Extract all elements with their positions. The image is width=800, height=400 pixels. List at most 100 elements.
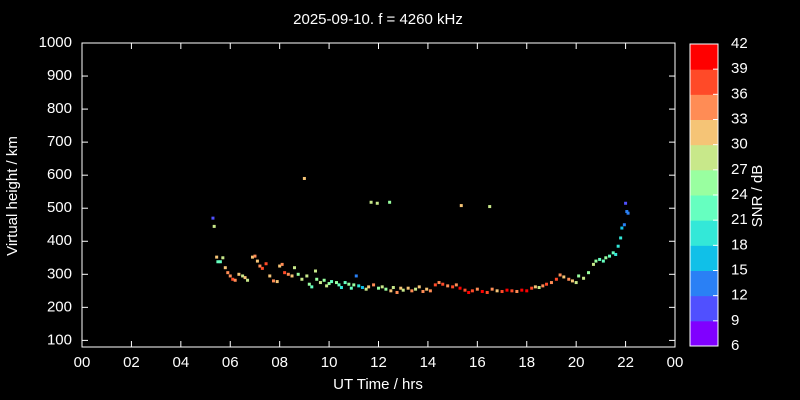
scatter-point [233,278,237,282]
colorbar-tick-label: 36 [731,85,748,102]
x-tick-label: 04 [172,354,189,371]
colorbar-bin [690,119,718,146]
x-tick-label: 08 [271,354,288,371]
scatter-point [611,251,615,255]
scatter-point [587,271,591,275]
scatter-point [562,275,566,279]
scatter-point [577,274,581,278]
scatter-point [395,290,399,294]
scatter-point [391,286,395,290]
scatter-point [446,284,450,288]
plot-frame [81,42,676,348]
scatter-point [369,200,373,204]
x-tick-label: 20 [568,354,585,371]
scatter-point [215,255,219,259]
colorbar-label: SNR / dB [749,165,766,228]
scatter-point [570,279,574,283]
scatter-point [574,281,578,285]
y-axis-label: Virtual height / km [4,136,21,256]
scatter-point [290,274,294,278]
scatter-point [399,286,403,290]
scatter-point [451,285,455,289]
colorbar-bin [690,94,718,120]
colorbar-tick-label: 6 [731,337,739,354]
x-tick-label: 02 [123,354,140,371]
scatter-point [533,285,537,289]
y-tick-label: 100 [47,331,72,348]
scatter-point [541,284,545,288]
scatter-point [226,271,230,275]
scatter-point [467,290,471,294]
colorbar-bin [690,144,718,171]
scatter-point [537,286,541,290]
scatter-point [349,286,353,290]
scatter-point [410,289,414,293]
scatter-point [425,287,429,291]
x-tick-label: 18 [518,354,535,371]
colorbar-tick-label: 18 [731,236,748,253]
scatter-point [327,282,331,286]
scatter-point [305,274,309,278]
scatter-point [608,254,612,258]
colorbar-tick-label: 39 [731,60,748,77]
colorbar-bin [690,220,718,246]
y-tick-label: 800 [47,100,72,117]
scatter-point [260,266,264,270]
scatter-point [307,282,311,286]
scatter-point [264,262,268,266]
colorbar-tick-label: 33 [731,110,748,127]
scatter-point [567,277,571,281]
scatter-point [296,272,300,276]
scatter-point [337,283,341,287]
scatter-point [554,277,558,281]
scatter-point [228,274,232,278]
scatter-point [250,255,254,259]
scatter-point [241,274,245,278]
scatter-point [286,272,290,276]
scatter-point [221,256,225,260]
scatter-point [622,223,626,227]
scatter-point [330,280,334,284]
y-tick-label: 200 [47,298,72,315]
scatter-point [428,289,432,293]
scatter-point [315,277,319,281]
scatter-point [292,266,296,270]
scatter-point [354,274,358,278]
y-tick-label: 500 [47,199,72,216]
scatter-point [495,289,499,293]
x-tick-label: 12 [370,354,387,371]
scatter-point [620,226,624,230]
scatter-point [458,286,462,290]
scatter-point [500,289,504,293]
y-tick-label: 900 [47,67,72,84]
scatter-point [223,266,227,270]
scatter-point [510,289,514,293]
scatter-point [280,262,284,266]
scatter-point [558,273,562,277]
colorbar-bin [690,270,718,297]
scatter-point [530,286,534,290]
colorbar-bin [690,69,718,95]
colorbar-tick-label: 27 [731,161,748,178]
colorbar-tick-label: 42 [731,35,748,52]
colorbar-tick-label: 9 [731,312,739,329]
scatter-point [334,281,338,285]
scatter-point [302,176,306,180]
scatter-point [372,283,376,287]
scatter-point [406,286,410,290]
scatter-point [598,257,602,261]
scatter-point [377,286,380,290]
scatter-point [624,201,628,205]
scatter-point [441,282,445,286]
scatter-point [437,281,441,285]
scatter-point [310,285,314,289]
colorbar-tick-label: 30 [731,136,748,153]
scatter-point [488,205,492,209]
scatter-point [352,283,356,287]
colorbar-bin [690,195,718,221]
scatter-point [604,256,608,260]
scatter-point [211,216,215,220]
scatter-point [318,281,322,285]
x-tick-label: 22 [617,354,634,371]
scatter-point [463,288,467,292]
